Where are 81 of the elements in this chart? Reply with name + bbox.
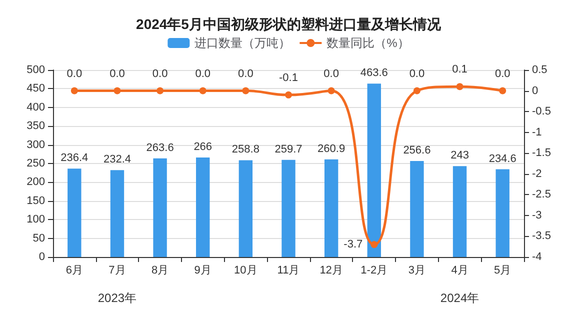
bar [452,166,467,257]
point [456,83,464,90]
text: 2024年 [440,291,480,305]
y2-tick-label: -1 [532,126,542,138]
x-tick-label: 6月 [66,264,83,276]
point [242,87,250,94]
x-tick-label: 10月 [234,264,258,276]
y-tick-label: 300 [26,138,45,151]
data-label: 234.6 [488,152,516,165]
data-label: 0.0 [110,68,125,80]
data-label: 256.6 [403,144,431,157]
data-label: 263.6 [146,142,174,154]
point [370,241,378,248]
point [499,87,506,94]
y2-tick-label: 0 [532,84,538,97]
y-tick-label: 350 [26,120,45,132]
data-label: 0.0 [409,68,425,80]
y-tick-label: 150 [26,194,45,207]
data-label: 0.1 [452,64,468,76]
y2-tick-label: -1.5 [532,147,551,160]
legend-label: 数量同比（%） [326,36,410,50]
x-tick-label: 1-2月 [360,264,388,276]
x-tick-label: 8月 [151,264,169,276]
y-tick-label: 100 [26,214,45,226]
text: 2023年 [98,291,137,305]
y-tick-label: 400 [26,101,45,114]
bar [324,159,338,257]
data-label: 232.4 [103,154,131,166]
data-label: 0.0 [195,68,211,80]
bar [153,158,167,257]
point [285,91,292,98]
point [413,87,420,94]
y2-tick-label: -3.5 [532,230,551,242]
chart-title: 2024年5月中国初级形状的塑料进口量及增长情况 [136,16,442,32]
x-tick-label: 4月 [451,264,468,276]
bar [238,160,253,257]
data-label: 243 [450,150,469,162]
y-tick-label: 250 [26,158,45,170]
y2-tick-label: -3 [532,209,542,222]
bar [410,161,424,257]
data-label: 0.0 [152,68,168,80]
bar [496,169,510,257]
y2-tick-label: 0.5 [532,64,548,76]
y2-tick-label: -2.5 [532,188,551,201]
data-label: 236.4 [60,152,88,164]
point [114,87,121,94]
data-label: 0.0 [238,68,254,80]
y-tick-label: 50 [32,232,45,244]
x-tick-label: 12月 [320,264,343,276]
data-label: 0.0 [66,68,82,80]
y-tick-label: 450 [26,82,45,95]
point [328,87,335,94]
x-tick-label: 11月 [277,264,300,276]
data-label: -0.1 [279,72,298,84]
x-tick-label: 9月 [194,264,212,276]
data-label: 258.8 [232,144,260,156]
data-label: 266 [194,141,212,154]
y2-tick-label: -0.5 [532,106,551,118]
y2-tick-label: -4 [532,251,542,263]
y-tick-label: 0 [38,251,45,263]
y-tick-label: 500 [26,64,45,76]
data-label: 463.6 [360,67,388,80]
bar [282,160,296,257]
data-label: 259.7 [274,143,302,156]
x-tick-label: 7月 [108,264,126,276]
data-label: 0.0 [324,68,339,80]
y2-tick-label: -2 [532,168,542,180]
bar [110,170,124,257]
x-tick-label: 3月 [408,264,426,276]
data-label: 260.9 [318,142,346,155]
bar [196,158,210,257]
legend-label: 进口数量（万吨） [194,36,291,50]
data-label: 0.0 [494,68,510,80]
point [156,87,164,94]
point [70,87,78,94]
y-tick-label: 200 [26,176,45,188]
bar [367,84,381,257]
bar [68,168,82,257]
x-tick-label: 5月 [494,264,512,276]
data-label: -3.7 [344,238,363,251]
point [199,87,206,94]
